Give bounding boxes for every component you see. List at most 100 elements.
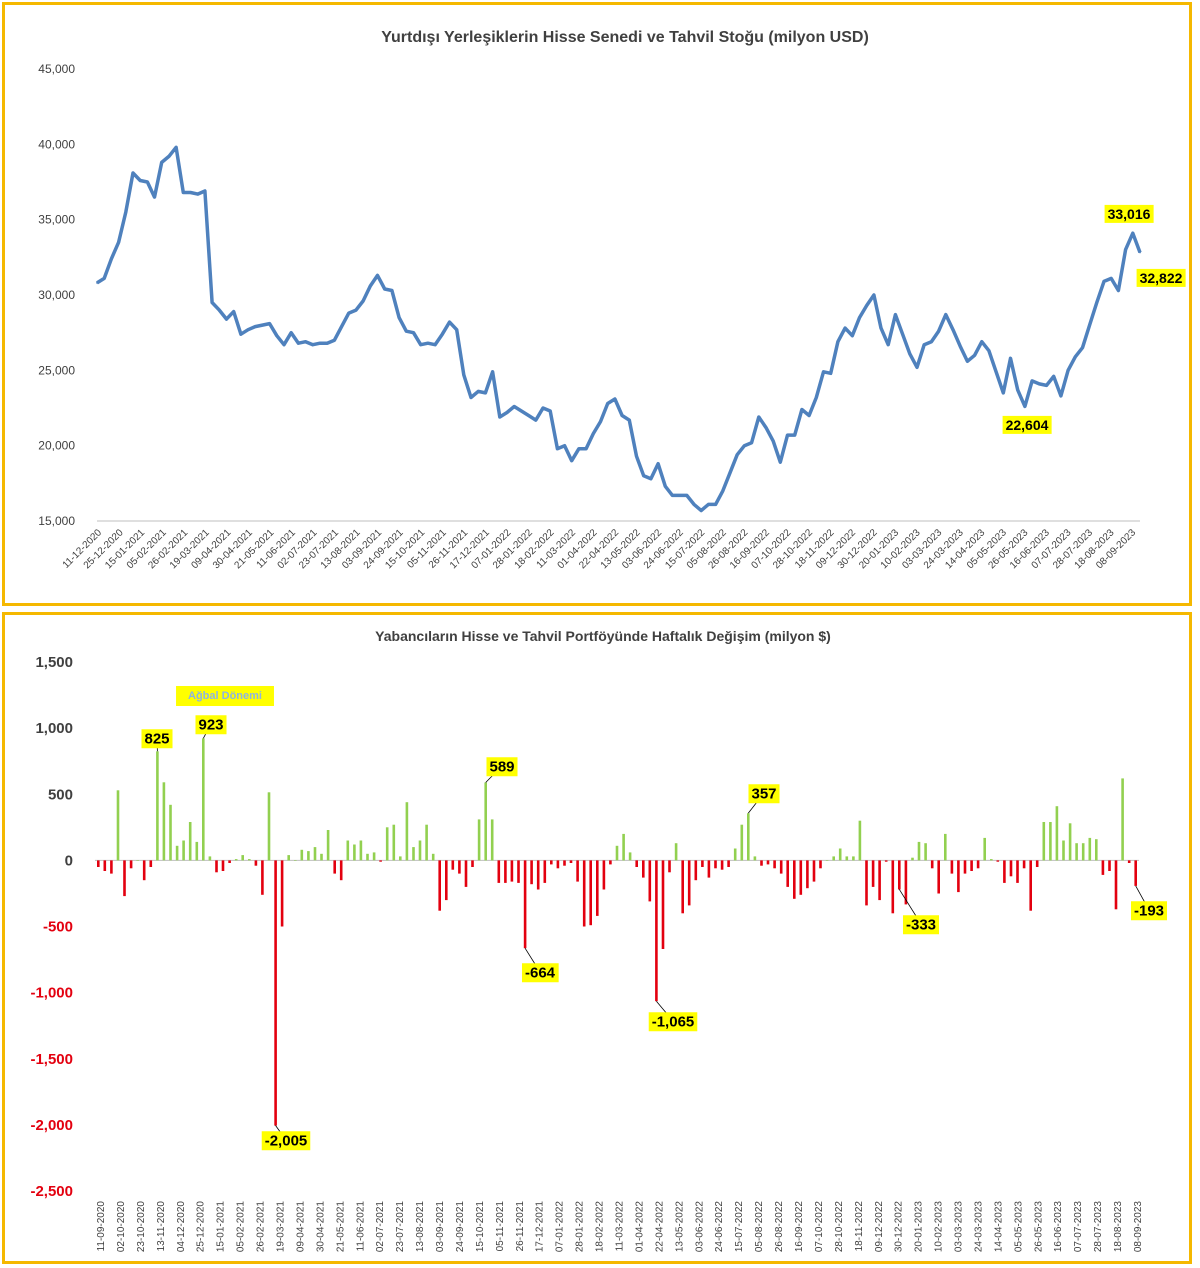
stock-data-point xyxy=(1045,384,1048,387)
stock-data-point xyxy=(383,288,386,290)
stock-data-point xyxy=(714,503,717,506)
stock-data-point xyxy=(815,396,818,399)
y-tick-label: -2,500 xyxy=(30,1183,73,1200)
bar xyxy=(215,860,218,873)
x-tick-label: 28-10-2022 xyxy=(834,1201,845,1253)
x-tick-label: 02-07-2021 xyxy=(375,1201,386,1253)
stock-data-point xyxy=(283,343,285,346)
bar xyxy=(733,848,737,861)
bar xyxy=(169,804,172,861)
bar xyxy=(911,857,914,861)
bar xyxy=(536,860,540,890)
stock-data-point xyxy=(685,494,688,497)
stock-data-point xyxy=(829,372,832,375)
bar-annotation-label-bg xyxy=(1130,901,1168,921)
x-tick-label: 09-04-2021 xyxy=(295,1201,306,1253)
stock-data-point xyxy=(189,191,192,194)
bar xyxy=(930,860,934,869)
bar xyxy=(1062,840,1065,861)
stock-data-point xyxy=(347,312,350,314)
bar xyxy=(865,860,868,906)
x-tick-label: 02-10-2020 xyxy=(116,1201,127,1253)
stock-data-point xyxy=(146,181,149,183)
x-tick-label: 15-10-2021 xyxy=(475,1201,486,1253)
bar xyxy=(812,860,816,882)
bar xyxy=(602,860,606,890)
bar xyxy=(188,822,192,861)
bar xyxy=(661,860,665,949)
stock-data-point xyxy=(980,340,983,343)
x-tick-label: 13-11-2020 xyxy=(156,1201,167,1252)
x-tick-label: 01-04-2022 xyxy=(634,1201,645,1253)
bar xyxy=(1127,860,1131,863)
stock-data-point xyxy=(988,349,990,352)
stock-data-point xyxy=(441,333,444,336)
bar xyxy=(175,845,179,861)
x-tick-label: 23-10-2020 xyxy=(136,1201,147,1253)
bar xyxy=(234,859,238,861)
x-tick-label: 03-06-2022 xyxy=(694,1201,705,1253)
bar xyxy=(399,856,402,861)
bar xyxy=(550,860,553,865)
bar xyxy=(576,860,579,882)
bar xyxy=(248,859,251,861)
x-tick-label: 07-07-2023 xyxy=(1073,1201,1084,1253)
stock-data-point xyxy=(1067,369,1069,372)
stock-data-point xyxy=(182,191,185,194)
stock-data-point xyxy=(132,172,134,174)
x-tick-label: 11-06-2021 xyxy=(355,1201,366,1252)
bar xyxy=(431,853,435,861)
bar xyxy=(142,860,146,881)
bar xyxy=(596,860,599,916)
stock-data-point xyxy=(534,419,537,421)
stock-line-chart: Yurtdışı Yerleşiklerin Hisse Senedi ve T… xyxy=(38,29,1186,571)
stock-data-point xyxy=(642,474,645,477)
bar xyxy=(228,860,231,863)
bar xyxy=(766,860,770,865)
bar xyxy=(1022,860,1026,869)
stock-data-point xyxy=(873,294,875,296)
chart2-title: Yabancıların Hisse ve Tahvil Portföyünde… xyxy=(375,628,831,644)
stock-data-point xyxy=(786,434,789,436)
bar xyxy=(747,813,750,861)
bar xyxy=(162,782,166,861)
stock-data-point xyxy=(887,343,890,346)
stock-data-point xyxy=(513,405,516,408)
bar xyxy=(714,860,717,869)
annotation-last-label: 32,822 xyxy=(1140,270,1183,286)
bar xyxy=(136,860,139,861)
stock-data-point xyxy=(765,426,767,429)
agbal-period-note-bg xyxy=(176,686,274,706)
y-tick-label: 15,000 xyxy=(38,514,75,528)
stock-data-point xyxy=(103,277,106,280)
bar xyxy=(976,860,980,869)
stock-data-point xyxy=(923,343,926,346)
bar xyxy=(707,860,711,878)
x-tick-label: 23-07-2021 xyxy=(395,1201,406,1253)
y-tick-label: 0 xyxy=(65,852,73,869)
bar xyxy=(668,860,671,873)
bar xyxy=(103,860,107,871)
bar xyxy=(530,860,533,885)
stock-data-point xyxy=(261,324,264,326)
stock-data-point xyxy=(678,494,681,497)
bar xyxy=(793,860,796,899)
bar xyxy=(983,837,986,861)
stock-data-point xyxy=(1110,277,1113,280)
y-tick-label: 1,500 xyxy=(35,654,73,671)
bar xyxy=(97,860,100,867)
bar xyxy=(1042,822,1046,861)
bar xyxy=(326,830,330,861)
bar xyxy=(858,820,862,861)
stock-data-point xyxy=(434,343,436,346)
x-tick-label: 19-03-2021 xyxy=(275,1201,286,1253)
stock-data-point xyxy=(671,494,674,497)
stock-data-point xyxy=(484,392,487,394)
x-tick-label: 18-02-2022 xyxy=(595,1201,606,1253)
stock-data-point xyxy=(570,459,573,462)
stock-data-point xyxy=(1124,248,1127,251)
bar xyxy=(504,860,507,883)
bar xyxy=(753,856,757,861)
stock-data-point xyxy=(1117,289,1120,292)
stock-data-point xyxy=(527,414,530,417)
